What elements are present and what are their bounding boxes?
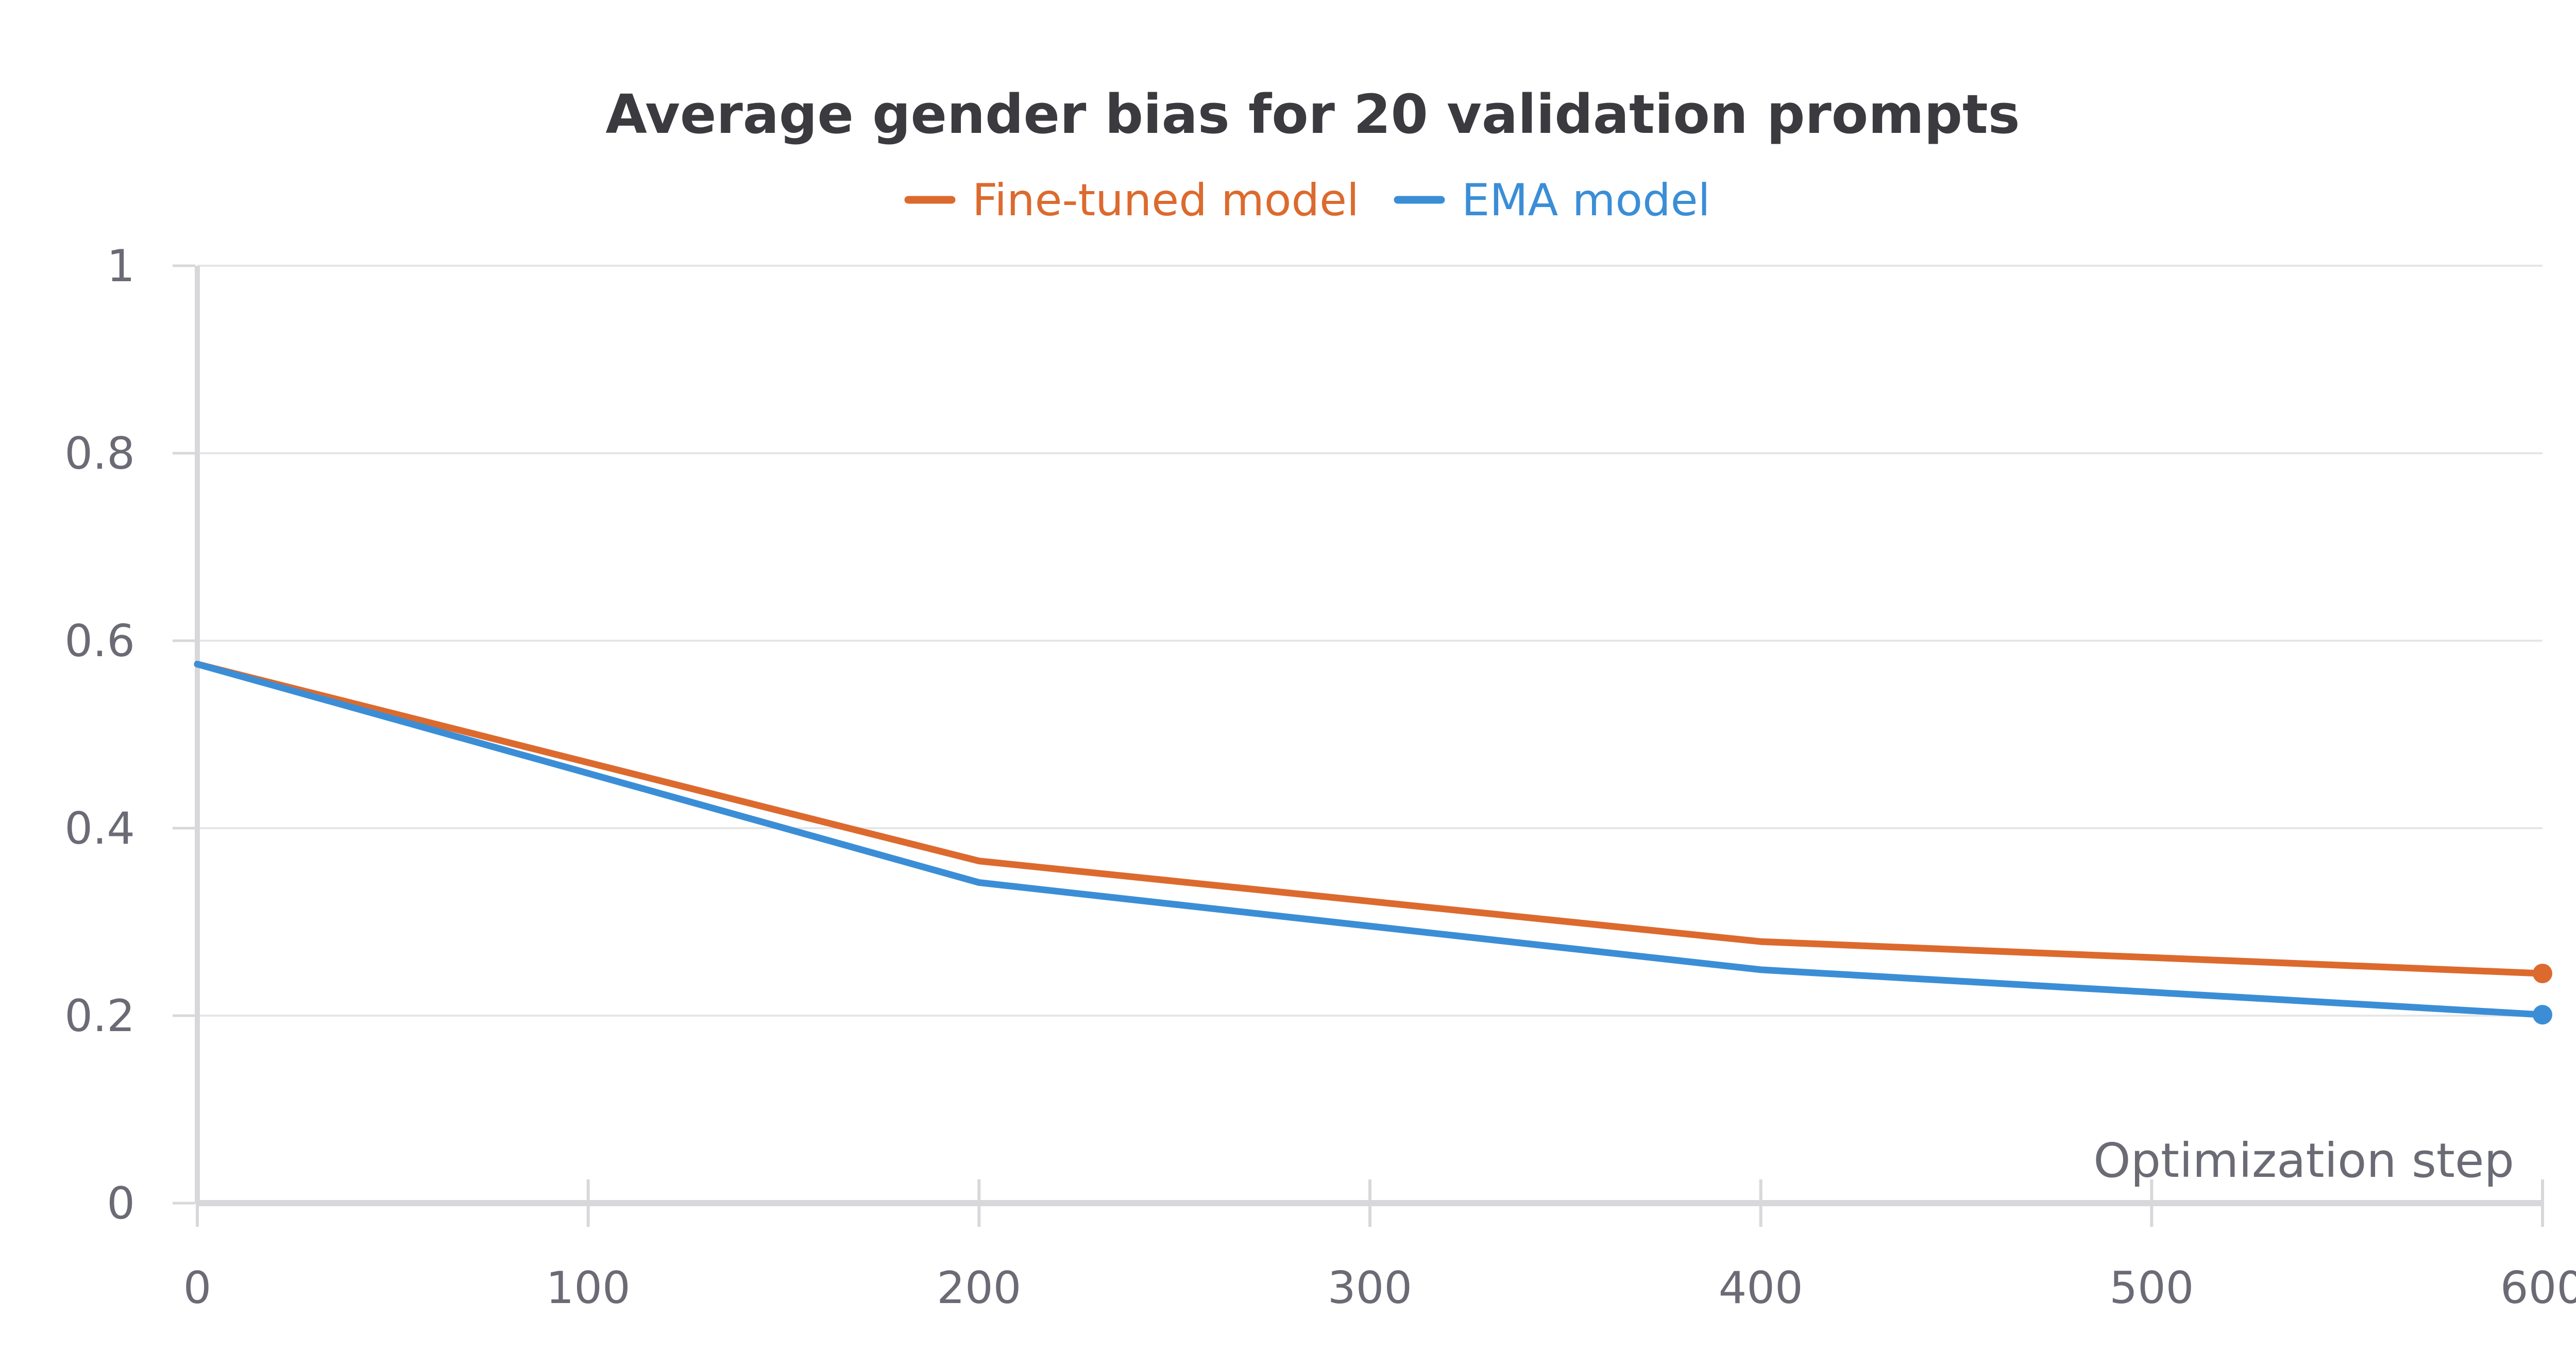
legend-label: Fine-tuned model <box>972 175 1359 226</box>
x-tick-label: 600 <box>2500 1262 2576 1314</box>
chart-title: Average gender bias for 20 validation pr… <box>605 83 2020 146</box>
series-lines <box>194 661 2552 1025</box>
series-line <box>194 661 2546 977</box>
y-tick-label: 0 <box>107 1178 135 1229</box>
legend: Fine-tuned model EMA model <box>904 175 1710 226</box>
x-tick-label: 500 <box>2109 1262 2194 1314</box>
x-tick-label: 400 <box>1719 1262 1803 1314</box>
series-end-point <box>2533 1005 2552 1025</box>
axes <box>173 264 2544 1227</box>
series-end-point <box>2533 964 2552 984</box>
legend-item: Fine-tuned model <box>904 175 1359 226</box>
legend-item: EMA model <box>1394 175 1710 226</box>
x-tick-label: 100 <box>546 1262 631 1314</box>
series-line <box>194 661 2546 1018</box>
y-tick-label: 0.4 <box>64 803 135 854</box>
x-tick-label: 300 <box>1328 1262 1412 1314</box>
y-tick-label: 0.6 <box>64 615 135 667</box>
y-tick-label: 1 <box>107 241 135 292</box>
x-tick-label: 200 <box>937 1262 1021 1314</box>
y-tick-label: 0.8 <box>64 428 135 480</box>
legend-label: EMA model <box>1462 175 1710 226</box>
x-tick-label: 0 <box>183 1262 212 1314</box>
tick-labels: 0 0.2 0.4 0.6 0.8 1 0 100 200 300 400 500 600 <box>64 241 2576 1314</box>
grid-lines <box>197 265 2543 1017</box>
x-axis-label: Optimization step <box>2093 1133 2514 1188</box>
y-tick-label: 0.2 <box>64 990 135 1042</box>
